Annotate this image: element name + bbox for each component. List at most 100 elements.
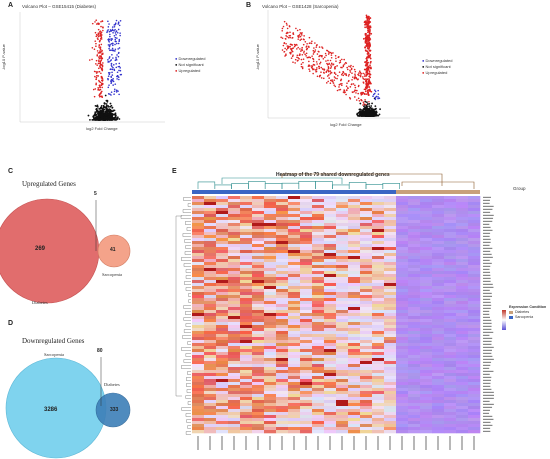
volcano-point (102, 118, 104, 121)
heatmap-cell (264, 421, 277, 425)
heatmap-cell (240, 211, 253, 215)
volcano-point (111, 42, 114, 45)
volcano-point (366, 71, 368, 74)
volcano-point (107, 38, 110, 40)
volcano-point (285, 32, 288, 35)
volcano-point (99, 65, 101, 68)
heatmap-cell (456, 250, 469, 254)
volcano-point (366, 115, 369, 117)
dendrogram-branch (365, 184, 384, 189)
volcano-point (98, 117, 101, 119)
volcano-point (368, 113, 371, 116)
row-label (483, 406, 493, 408)
heatmap-cell (468, 199, 481, 203)
row-label (483, 232, 491, 234)
volcano-point (370, 115, 373, 117)
volcano-point (362, 113, 365, 116)
volcano-point (101, 118, 104, 121)
volcano-point (322, 68, 324, 70)
volcano-point (95, 109, 98, 112)
heatmap-cell (348, 244, 361, 248)
heatmap-cell (444, 346, 457, 350)
heatmap-cell (432, 328, 445, 332)
heatmap-cell (384, 412, 397, 416)
heatmap-cell (396, 337, 409, 341)
volcano-point (105, 116, 108, 119)
volcano-point (100, 83, 103, 86)
volcano-point (325, 70, 328, 73)
volcano-point (96, 74, 98, 77)
volcano-point (293, 45, 296, 48)
volcano-point (103, 116, 106, 119)
volcano-point (362, 114, 365, 117)
row-label (483, 220, 493, 222)
volcano-point (348, 96, 351, 99)
heatmap-cell (228, 268, 241, 272)
heatmap-cell (384, 259, 397, 263)
heatmap-cell (204, 202, 217, 206)
heatmap-cell (300, 367, 313, 371)
heatmap-cell (396, 271, 409, 275)
heatmap-cell (360, 295, 373, 299)
volcano-point (110, 112, 113, 115)
volcano-point (368, 80, 370, 82)
heatmap-cell (276, 262, 289, 266)
heatmap-cell (228, 229, 241, 233)
volcano-point (108, 109, 110, 111)
volcano-point (104, 113, 107, 116)
heatmap-cell (192, 250, 205, 254)
heatmap-cell (228, 196, 241, 200)
dendrogram-branch (332, 184, 350, 189)
heatmap-cell (192, 370, 205, 374)
volcano-point (107, 105, 109, 107)
heatmap-cell (336, 280, 349, 284)
volcano-point (301, 53, 304, 56)
volcano-point (365, 112, 368, 115)
volcano-point (103, 116, 106, 119)
volcano-point (370, 112, 372, 114)
heatmap-cell (264, 379, 277, 383)
heatmap-cell (204, 238, 217, 242)
volcano-point (367, 54, 370, 57)
heatmap-cell (348, 256, 361, 260)
heatmap-cell (372, 253, 385, 257)
volcano-point (367, 113, 370, 116)
volcano-point (98, 113, 101, 116)
volcano-point (362, 115, 365, 117)
heatmap-cell (324, 376, 337, 380)
volcano-point (363, 113, 366, 115)
volcano-point (362, 114, 365, 117)
heatmap-cell (264, 310, 277, 314)
volcano-point (109, 115, 111, 118)
volcano-point (109, 71, 111, 74)
heatmap-cell (432, 373, 445, 377)
volcano-point (364, 113, 367, 116)
volcano-point (364, 21, 367, 24)
heatmap-cell (276, 418, 289, 422)
volcano-point (109, 115, 111, 118)
legend-down-dot: ● (175, 56, 178, 61)
volcano-point (97, 34, 99, 37)
volcano-point (370, 113, 372, 116)
heatmap-cell (360, 229, 373, 233)
heatmap-cell (396, 367, 409, 371)
volcano-point (303, 50, 305, 53)
heatmap-cell (252, 388, 265, 392)
heatmap-cell (216, 274, 229, 278)
heatmap-cell (312, 292, 325, 296)
column-label (389, 436, 391, 450)
volcano-point (113, 117, 116, 120)
volcano-point (366, 21, 369, 24)
row-label (483, 364, 491, 366)
volcano-point (356, 78, 359, 81)
volcano-point (365, 114, 368, 117)
heatmap-cell (204, 358, 217, 362)
row-label (483, 322, 492, 324)
row-label (483, 271, 491, 273)
heatmap-cell (396, 379, 409, 383)
volcano-point (304, 40, 307, 43)
volcano-point (101, 82, 103, 85)
volcano-point (367, 111, 370, 114)
volcano-point (104, 118, 107, 121)
volcano-point (310, 66, 313, 69)
